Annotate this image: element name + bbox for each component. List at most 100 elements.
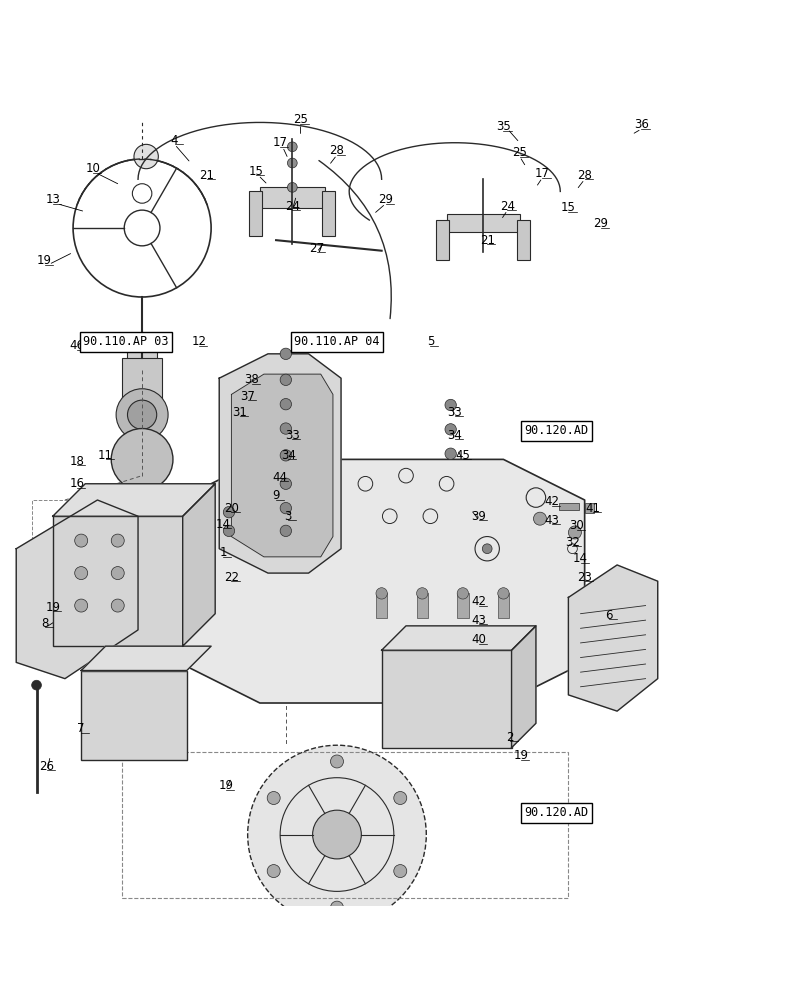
Text: 7: 7 [77, 722, 85, 735]
Text: 37: 37 [240, 390, 255, 403]
Bar [457, 593, 468, 618]
Bar [375, 593, 387, 618]
Text: 25: 25 [512, 146, 526, 159]
Circle shape [111, 429, 173, 490]
Circle shape [533, 512, 546, 525]
Circle shape [280, 423, 291, 434]
Text: 34: 34 [447, 429, 461, 442]
Circle shape [111, 599, 124, 612]
Text: 42: 42 [544, 495, 559, 508]
Circle shape [457, 588, 468, 599]
Polygon shape [182, 484, 215, 646]
Text: 42: 42 [471, 595, 486, 608]
Text: 18: 18 [70, 455, 84, 468]
Text: 13: 13 [45, 193, 60, 206]
Circle shape [267, 792, 280, 804]
Circle shape [111, 534, 124, 547]
Circle shape [75, 599, 88, 612]
Text: 19: 19 [37, 254, 52, 267]
Text: 22: 22 [224, 571, 238, 584]
Circle shape [330, 901, 343, 914]
Text: 29: 29 [378, 193, 393, 206]
Bar [81, 671, 187, 760]
Text: 14: 14 [216, 518, 230, 531]
Text: 90.110.AP 04: 90.110.AP 04 [294, 335, 380, 348]
Circle shape [482, 544, 491, 554]
Text: 15: 15 [560, 201, 575, 214]
Bar [517, 220, 530, 260]
Text: 17: 17 [534, 167, 549, 180]
Text: 29: 29 [593, 217, 607, 230]
Text: 28: 28 [577, 169, 591, 182]
Circle shape [280, 348, 291, 360]
Circle shape [32, 680, 41, 690]
Text: 32: 32 [564, 536, 579, 549]
Bar [32, 500, 211, 662]
Circle shape [116, 389, 168, 441]
Text: 9: 9 [272, 489, 280, 502]
Bar [53, 516, 182, 646]
Text: 31: 31 [232, 406, 247, 419]
Polygon shape [568, 565, 657, 711]
Bar [122, 358, 162, 398]
Text: 90.120.AD: 90.120.AD [524, 806, 587, 819]
Circle shape [568, 526, 581, 539]
Text: 21: 21 [200, 169, 214, 182]
Bar [127, 342, 157, 362]
Bar [416, 593, 427, 618]
Text: 43: 43 [471, 614, 486, 627]
Text: 4: 4 [170, 134, 178, 147]
Bar [497, 593, 508, 618]
Polygon shape [511, 626, 535, 748]
Circle shape [223, 525, 234, 537]
Text: 19: 19 [513, 749, 528, 762]
Text: 36: 36 [633, 118, 648, 131]
Circle shape [287, 183, 297, 192]
Text: 11: 11 [98, 449, 113, 462]
Text: 46: 46 [70, 339, 84, 352]
Text: 17: 17 [272, 136, 287, 149]
Text: 90.110.AP 03: 90.110.AP 03 [83, 335, 169, 348]
Text: 24: 24 [285, 200, 299, 213]
Text: 44: 44 [272, 471, 287, 484]
Circle shape [223, 506, 234, 518]
Circle shape [444, 448, 456, 459]
Text: 33: 33 [285, 429, 299, 442]
Circle shape [280, 374, 291, 386]
Text: 2: 2 [505, 731, 513, 744]
Circle shape [393, 865, 406, 878]
Circle shape [280, 450, 291, 461]
Circle shape [444, 424, 456, 435]
Text: 41: 41 [585, 502, 599, 515]
Circle shape [247, 745, 426, 924]
Text: 8: 8 [41, 617, 49, 630]
Polygon shape [219, 354, 341, 573]
Circle shape [287, 158, 297, 168]
Text: 23: 23 [577, 571, 591, 584]
Text: 19: 19 [218, 779, 233, 792]
Text: 30: 30 [569, 519, 583, 532]
Polygon shape [381, 626, 535, 650]
Circle shape [280, 502, 291, 514]
Bar [436, 220, 448, 260]
Text: 25: 25 [293, 113, 307, 126]
Bar [584, 503, 594, 513]
Polygon shape [53, 484, 215, 516]
Circle shape [132, 184, 152, 203]
Bar [260, 187, 324, 208]
Circle shape [127, 400, 157, 429]
Text: 20: 20 [224, 502, 238, 515]
Text: 3: 3 [284, 510, 292, 523]
Text: 5: 5 [426, 335, 434, 348]
Text: 19: 19 [45, 601, 60, 614]
Circle shape [312, 810, 361, 859]
Circle shape [280, 478, 291, 489]
Text: 24: 24 [500, 200, 514, 213]
Circle shape [280, 525, 291, 537]
Circle shape [75, 534, 88, 547]
Circle shape [134, 144, 158, 169]
Polygon shape [81, 646, 211, 671]
Text: 34: 34 [281, 449, 295, 462]
Circle shape [393, 792, 406, 804]
Circle shape [280, 398, 291, 410]
